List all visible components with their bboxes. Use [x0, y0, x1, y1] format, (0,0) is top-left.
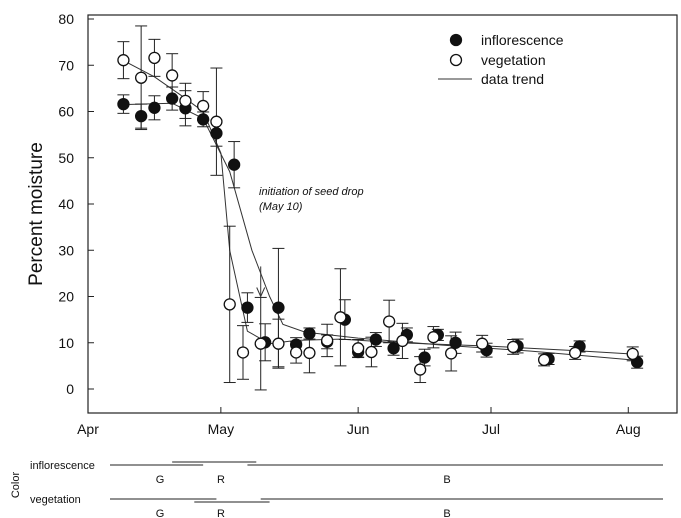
color-axis-title: Color — [10, 472, 22, 499]
vegetation-point — [365, 345, 378, 359]
x-axis-ticks: Apr May Jun Jul Aug — [77, 407, 641, 437]
inflorescence-point — [165, 92, 179, 105]
inflorescence-point — [117, 97, 130, 111]
vegetation-point — [568, 346, 582, 360]
y-tick-label: 70 — [58, 57, 74, 73]
color-row-label: vegetation — [30, 494, 81, 506]
vegetation-point — [382, 315, 396, 328]
y-axis-ticks: 0 10 20 30 40 50 60 70 80 — [58, 11, 94, 397]
vegetation-point — [537, 353, 551, 367]
vegetation-point — [179, 94, 192, 108]
legend: inflorescence vegetation data trend — [438, 32, 564, 87]
legend-label: data trend — [481, 71, 544, 87]
inflorescence-point — [418, 351, 431, 364]
x-tick-label: Aug — [616, 421, 641, 437]
vegetation-point — [334, 311, 347, 324]
vegetation-point — [117, 54, 130, 67]
y-tick-label: 20 — [58, 289, 74, 305]
inflorescence-point — [227, 158, 241, 171]
vegetation-point — [475, 337, 489, 350]
legend-marker-vegetation — [449, 53, 463, 67]
vegetation-point — [254, 337, 267, 350]
color-segment-label: G — [156, 508, 165, 518]
vegetation-point — [626, 347, 639, 361]
annotation-text: initiation of seed drop — [259, 186, 364, 198]
legend-label: inflorescence — [481, 32, 564, 48]
y-tick-label: 0 — [66, 381, 74, 397]
y-axis-title: Percent moisture — [26, 142, 47, 286]
vegetation-point — [506, 340, 520, 354]
color-segment-label: R — [217, 508, 225, 518]
x-tick-label: Jul — [482, 421, 500, 437]
vegetation-point — [223, 298, 236, 311]
vegetation-point — [320, 334, 334, 347]
annotation-arrowhead — [256, 287, 266, 298]
inflorescence-point — [449, 336, 462, 349]
inflorescence-point — [303, 327, 316, 340]
color-segment-label: R — [217, 474, 225, 486]
trend-line — [123, 102, 638, 361]
inflorescence-point — [210, 127, 223, 140]
inflorescence-point — [148, 101, 161, 114]
inflorescence-point — [272, 301, 285, 314]
inflorescence-point — [241, 301, 254, 314]
vegetation-point — [444, 347, 458, 360]
vegetation-point — [427, 331, 440, 344]
seed-drop-annotation: initiation of seed drop (May 10) — [256, 186, 364, 298]
color-segment-label: B — [443, 474, 450, 486]
inflorescence-point — [196, 113, 210, 126]
legend-marker-inflorescence — [449, 33, 463, 47]
vegetation-point — [165, 69, 179, 82]
color-segment-label: B — [443, 508, 450, 518]
legend-label: vegetation — [481, 52, 546, 68]
y-tick-label: 60 — [58, 104, 74, 120]
inflorescence-point — [134, 109, 148, 123]
vegetation-point — [148, 51, 161, 64]
vegetation-point — [196, 99, 210, 113]
vegetation-point — [272, 337, 285, 350]
inflorescence-point — [369, 333, 383, 346]
color-segment-label: G — [156, 474, 165, 486]
vegetation-point — [236, 346, 250, 359]
y-tick-label: 40 — [58, 196, 74, 212]
vegetation-point — [303, 346, 316, 360]
y-tick-label: 30 — [58, 242, 74, 258]
vegetation-point — [210, 115, 223, 128]
color-row-label: inflorescence — [30, 460, 95, 472]
x-tick-label: Apr — [77, 421, 99, 437]
y-tick-label: 80 — [58, 11, 74, 27]
annotation-text: (May 10) — [259, 201, 303, 213]
vegetation-point — [413, 363, 427, 376]
vegetation-point — [351, 342, 365, 355]
inflorescence-point — [387, 342, 400, 355]
vegetation-point — [134, 71, 148, 84]
data-points — [117, 51, 644, 376]
y-tick-label: 10 — [58, 335, 74, 351]
vegetation-point — [289, 346, 303, 359]
y-tick-label: 50 — [58, 150, 74, 166]
x-tick-label: May — [208, 421, 234, 437]
vegetation-point — [396, 334, 409, 348]
plot-frame — [87, 14, 678, 414]
x-tick-label: Jun — [347, 421, 370, 437]
